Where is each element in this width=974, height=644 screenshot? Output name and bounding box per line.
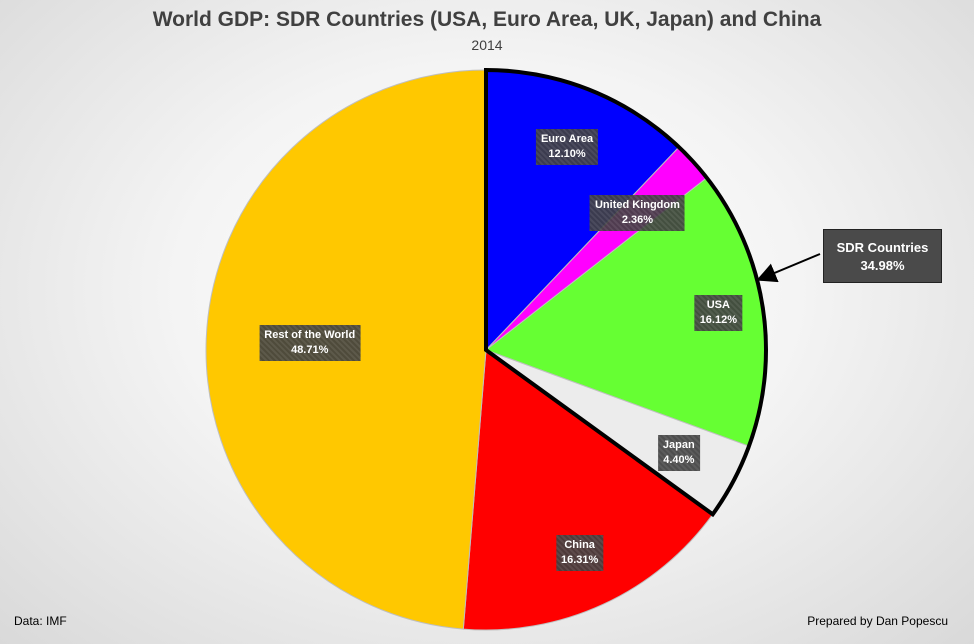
data-label-value: 4.40% xyxy=(663,453,695,466)
pie-slice-china xyxy=(462,349,714,631)
chart-title: World GDP: SDR Countries (USA, Euro Area… xyxy=(152,8,822,31)
data-label-name: Japan xyxy=(662,438,695,451)
data-label-value: 12.10% xyxy=(548,148,586,161)
data-source: Data: IMF xyxy=(14,614,67,628)
data-label-rest-of-the-world: Rest of the World 48.71% xyxy=(259,324,361,361)
credit: Prepared by Dan Popescu xyxy=(807,614,948,628)
data-label-name: Rest of the World xyxy=(264,328,356,341)
data-label-euro-area: Euro Area 12.10% xyxy=(535,129,599,166)
data-label-usa: USA 16.12% xyxy=(694,295,742,332)
sdr-callout-value: 34.98% xyxy=(860,258,905,273)
sdr-countries-callout: SDR Countries 34.98% xyxy=(823,229,942,283)
sdr-arrow xyxy=(756,253,821,283)
data-label-value: 16.12% xyxy=(699,314,737,327)
data-label-name: Euro Area xyxy=(540,133,594,146)
data-label-value: 48.71% xyxy=(291,343,329,356)
sdr-callout-label: SDR Countries xyxy=(836,240,929,255)
data-label-china: China 16.31% xyxy=(555,535,604,572)
data-label-united-kingdom: United Kingdom 2.36% xyxy=(589,194,685,231)
sdr-group-outline xyxy=(484,67,768,518)
data-label-value: 2.36% xyxy=(621,213,654,226)
data-label-name: China xyxy=(564,539,595,552)
data-label-name: United Kingdom xyxy=(594,198,680,211)
data-label-japan: Japan 4.40% xyxy=(657,434,700,471)
data-label-name: USA xyxy=(706,299,730,312)
data-label-value: 16.31% xyxy=(560,554,599,567)
chart-subtitle: 2014 xyxy=(471,37,503,53)
